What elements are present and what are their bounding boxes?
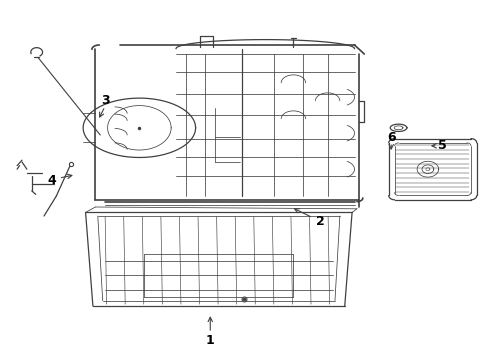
Text: 5: 5 [437,139,446,152]
Text: 3: 3 [101,94,109,107]
Text: 2: 2 [315,215,324,228]
Text: 1: 1 [205,334,214,347]
Text: 6: 6 [386,131,395,144]
Text: 4: 4 [47,174,56,186]
